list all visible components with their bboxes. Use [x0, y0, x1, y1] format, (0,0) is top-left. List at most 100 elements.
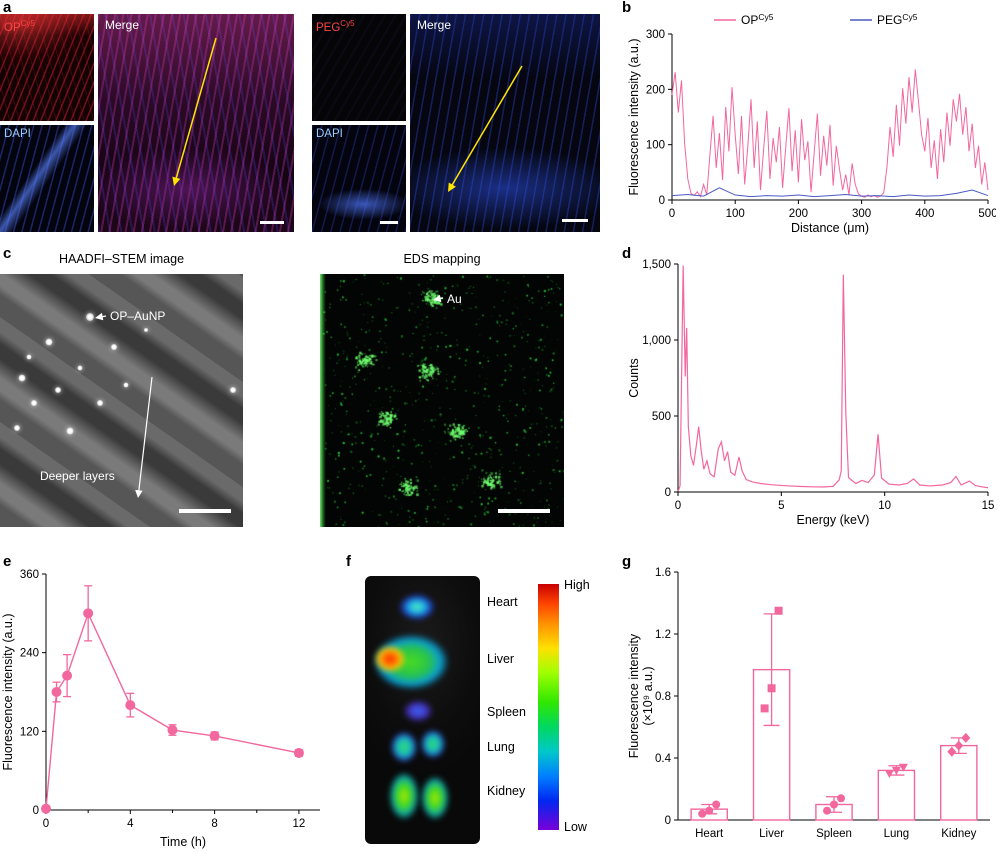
svg-text:400: 400 [915, 208, 934, 220]
kidney-signal-blob-right [421, 776, 449, 820]
svg-text:Energy (keV): Energy (keV) [797, 513, 870, 527]
svg-text:Heart: Heart [695, 828, 724, 840]
svg-text:Lung: Lung [884, 828, 910, 840]
organ-label-liver: Liver [487, 652, 515, 666]
svg-text:15: 15 [982, 500, 995, 512]
svg-text:Fluorescence intensity: Fluorescence intensity [627, 633, 641, 758]
organ-label-kidney: Kidney [487, 784, 526, 798]
svg-text:Distance (μm): Distance (μm) [791, 221, 869, 235]
eds-spectrum-chart: 0 500 1,000 1,500 0 5 10 15 Energy (keV) Counts [627, 259, 995, 527]
op-aunp-label: OP–AuNP [110, 309, 166, 323]
organ-fluorescence-image [365, 576, 480, 844]
eds-annotation-arrow [433, 294, 444, 303]
panel-a-label: a [3, 0, 12, 16]
svg-text:1,000: 1,000 [642, 335, 671, 347]
svg-text:0: 0 [675, 500, 681, 512]
svg-text:100: 100 [726, 208, 745, 220]
svg-text:(×10⁹ a.u.): (×10⁹ a.u.) [641, 666, 655, 725]
peg-cy5-micrograph: PEGCy5 [312, 14, 406, 121]
haadf-stem-image: OP–AuNP Deeper layers [0, 274, 243, 527]
svg-text:240: 240 [20, 648, 39, 660]
colorbar-high-label: High [564, 578, 590, 592]
svg-text:1,500: 1,500 [642, 259, 671, 271]
svg-text:200: 200 [789, 208, 808, 220]
svg-text:OPCy5: OPCy5 [741, 12, 774, 27]
scale-bar [380, 221, 398, 224]
svg-text:1.6: 1.6 [655, 567, 671, 579]
svg-text:Time (h): Time (h) [160, 835, 206, 849]
stem-title: HAADFI–STEM image [58, 252, 185, 266]
panel-b-label: b [622, 0, 632, 16]
svg-text:300: 300 [646, 29, 665, 41]
scale-bar [260, 221, 284, 224]
panel-c-label: c [3, 245, 12, 262]
dapi-channel-label-2: DAPI [316, 128, 343, 140]
dapi-micrograph-1: DAPI [0, 125, 94, 232]
merge-label-2: Merge [417, 18, 452, 32]
colorbar-low-label: Low [564, 820, 587, 834]
svg-text:0.8: 0.8 [655, 691, 671, 703]
panel-g-label: g [622, 553, 632, 570]
panel-d-label: d [622, 245, 632, 262]
dapi-channel-label-1: DAPI [4, 128, 31, 140]
stem-annotation-arrows [95, 312, 153, 498]
svg-text:Fluorescence intensity (a.u.): Fluorescence intensity (a.u.) [1, 613, 15, 770]
svg-text:12: 12 [293, 818, 306, 830]
scale-bar [179, 509, 231, 513]
organ-label-spleen: Spleen [487, 705, 526, 719]
eds-mapping-image: Au [320, 274, 564, 527]
heart-signal-blob [399, 594, 435, 620]
svg-text:500: 500 [652, 411, 671, 423]
kidney-signal-blob-left [389, 772, 419, 820]
svg-text:0: 0 [669, 208, 675, 220]
svg-text:Spleen: Spleen [816, 828, 852, 840]
svg-text:500: 500 [978, 208, 996, 220]
dapi-micrograph-2: DAPI [312, 125, 406, 232]
svg-text:Kidney: Kidney [941, 828, 976, 840]
svg-text:100: 100 [646, 140, 665, 152]
scale-bar [562, 219, 588, 222]
organ-label-heart: Heart [487, 595, 518, 609]
op-cy5-micrograph: OPCy5 [0, 14, 94, 121]
penetration-arrow-1 [172, 37, 217, 186]
merge-micrograph-2: Merge [410, 14, 600, 232]
svg-text:0: 0 [659, 195, 665, 207]
svg-text:120: 120 [20, 726, 39, 738]
lung-signal-blob-left [391, 732, 417, 762]
eds-gold-signal [320, 274, 564, 527]
svg-text:360: 360 [20, 569, 39, 581]
au-label: Au [447, 292, 462, 306]
peg-cy5-channel-label: PEGCy5 [316, 19, 355, 34]
svg-text:Liver: Liver [759, 828, 784, 840]
penetration-arrow-2 [448, 65, 523, 192]
scale-bar [498, 509, 550, 513]
svg-text:8: 8 [211, 818, 217, 830]
deeper-layers-label: Deeper layers [40, 469, 115, 483]
organ-fluorescence-bar-chart: 0 0.4 0.8 1.2 1.6 Fluorescence intensity (×10⁹… [627, 567, 990, 840]
svg-text:0: 0 [43, 818, 49, 830]
panel-f-label: f [346, 553, 351, 570]
merge-micrograph-1: Merge [98, 14, 294, 232]
svg-text:0: 0 [665, 815, 671, 827]
svg-text:5: 5 [778, 500, 784, 512]
eds-title: EDS mapping [403, 252, 481, 266]
fluorescence-distance-chart: 0 100 200 300 0 100 200 300 400 500 Distance (μm) F… [627, 12, 996, 235]
svg-text:10: 10 [878, 500, 891, 512]
svg-text:0.4: 0.4 [655, 753, 672, 765]
svg-text:300: 300 [852, 208, 871, 220]
spleen-signal-blob [403, 700, 433, 722]
organ-label-lung: Lung [487, 740, 515, 754]
svg-text:200: 200 [646, 84, 665, 96]
svg-text:PEGCy5: PEGCy5 [877, 12, 918, 27]
lung-signal-blob-right [421, 730, 445, 758]
liver-hotspot-blob [375, 646, 405, 672]
svg-text:Counts: Counts [627, 358, 641, 398]
svg-text:1.2: 1.2 [655, 629, 671, 641]
intensity-colorbar [538, 584, 559, 830]
svg-text:Fluorescence intensity (a.u.): Fluorescence intensity (a.u.) [627, 38, 641, 195]
svg-text:0: 0 [665, 487, 671, 499]
panel-e-label: e [3, 553, 12, 570]
fluorescence-time-chart: 0 120 240 360 0 4 8 12 Time (h) Fluorescence inte… [1, 569, 320, 849]
svg-text:4: 4 [127, 818, 134, 830]
